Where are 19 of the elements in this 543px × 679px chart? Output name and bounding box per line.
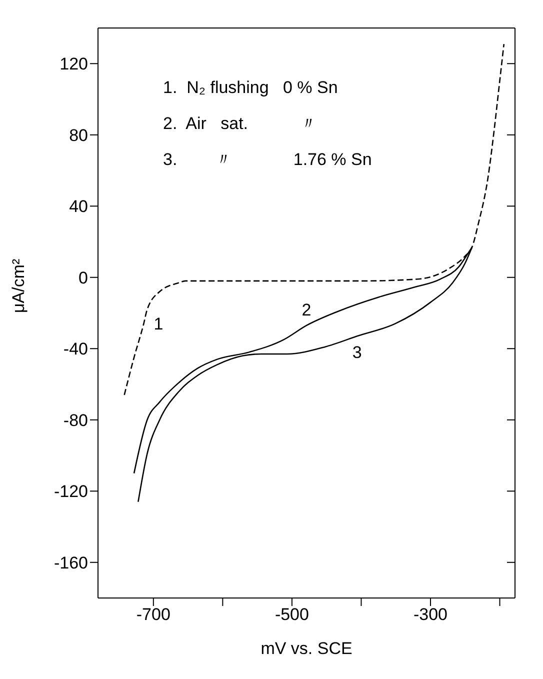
annotation: 3. 〃 1.76 % Sn — [163, 149, 372, 171]
annotation: 3 — [352, 343, 362, 362]
annotation: 2 — [302, 300, 312, 320]
x-tick-label: -700 — [136, 605, 170, 624]
y-tick-label: -120 — [54, 482, 88, 502]
annotation: 2. Air sat. 〃 — [163, 113, 318, 135]
x-axis-title: mV vs. SCE — [260, 639, 352, 658]
annotation: 1. N₂ flushing 0 % Sn — [163, 77, 339, 99]
y-axis-title: μA/cm² — [9, 258, 28, 313]
y-tick-label: 40 — [69, 197, 88, 216]
y-tick-label: -160 — [54, 553, 88, 572]
y-tick-label: 120 — [60, 54, 88, 74]
annotation: 1 — [154, 314, 164, 334]
x-tick-label: -300 — [413, 605, 448, 624]
x-tick-label: -500 — [274, 605, 309, 624]
y-tick-label: 80 — [69, 126, 88, 145]
y-tick-label: 0 — [78, 268, 88, 288]
y-tick-label: -80 — [63, 410, 88, 430]
y-tick-label: -40 — [63, 340, 88, 359]
